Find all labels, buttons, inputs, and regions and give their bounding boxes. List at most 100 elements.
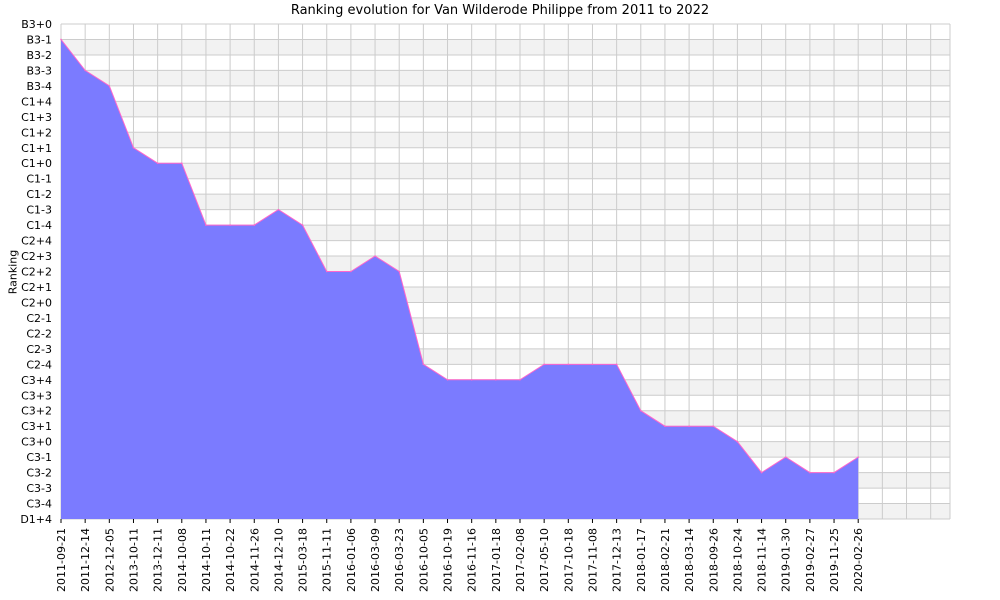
data-point <box>615 363 618 366</box>
x-tick-label: 2017-12-13 <box>611 528 624 592</box>
y-tick-label: C1-2 <box>26 188 52 201</box>
data-point <box>857 456 860 458</box>
x-tick-label: 2016-11-16 <box>466 528 479 592</box>
y-tick-label: C1+2 <box>21 126 52 139</box>
y-tick-label: C3-1 <box>26 451 52 464</box>
y-tick-label: C3-4 <box>26 498 52 511</box>
y-tick-label: C3-2 <box>26 467 52 480</box>
x-tick-label: 2017-10-18 <box>562 528 575 592</box>
data-point <box>639 409 642 412</box>
y-tick-labels: D1+4 C3-4 C3-3 C3-2 C3-1 C3+0 C3+1 C3+2 C3+3 C3+4… <box>20 18 52 526</box>
data-point <box>760 471 763 474</box>
data-point <box>374 255 376 257</box>
y-tick-label: C2-1 <box>26 312 52 325</box>
y-tick-label: C1+0 <box>21 157 52 170</box>
data-point <box>495 378 497 381</box>
y-tick-label: C3+2 <box>21 405 52 418</box>
x-tick-label: 2011-09-21 <box>55 528 68 592</box>
x-tick-label: 2013-10-11 <box>127 528 140 592</box>
data-point <box>205 224 207 226</box>
band <box>61 70 950 86</box>
x-tick-label: 2014-10-22 <box>224 528 237 592</box>
x-tick-label: 2011-12-14 <box>79 528 92 592</box>
data-point <box>325 270 328 273</box>
x-tick-label: 2014-10-11 <box>200 528 213 592</box>
x-tick-label: 2017-11-08 <box>586 528 599 592</box>
data-point <box>350 270 352 273</box>
x-tick-label: 2013-12-11 <box>152 528 165 592</box>
data-point <box>422 363 425 366</box>
data-point <box>108 85 111 87</box>
band <box>61 132 950 148</box>
data-point <box>712 425 715 427</box>
y-tick-label: C3-3 <box>26 482 52 495</box>
x-tick-label: 2020-02-26 <box>852 528 865 592</box>
data-point <box>60 38 62 41</box>
data-point <box>809 471 811 474</box>
data-point <box>301 224 304 226</box>
y-tick-label: C2+3 <box>21 250 52 263</box>
y-tick-label: B3-4 <box>26 80 52 93</box>
y-tick-label: B3-1 <box>26 33 52 46</box>
x-tick-label: 2019-01-30 <box>780 528 793 592</box>
y-tick-label: C2+1 <box>21 281 52 294</box>
data-point <box>446 378 449 381</box>
x-tick-label: 2019-11-25 <box>828 528 841 592</box>
band <box>61 163 950 179</box>
band <box>61 39 950 55</box>
y-tick-label: B3-3 <box>26 64 52 77</box>
y-tick-label: C1-1 <box>26 173 52 186</box>
area-fill <box>61 39 859 519</box>
y-tick-label: C2-2 <box>26 327 52 340</box>
y-tick-label: C2+0 <box>21 296 52 309</box>
data-point <box>398 270 401 273</box>
x-tick-label: 2016-03-23 <box>393 528 406 592</box>
x-tick-label: 2015-03-18 <box>297 528 310 592</box>
data-point <box>664 425 666 427</box>
y-tick-label: B3-2 <box>26 49 52 62</box>
x-tick-label: 2017-05-10 <box>538 528 551 592</box>
data-point <box>253 224 256 226</box>
y-tick-label: C3+3 <box>21 389 52 402</box>
data-point <box>833 471 835 474</box>
x-tick-label: 2018-10-24 <box>731 528 744 592</box>
x-tick-label: 2018-02-21 <box>659 528 672 592</box>
x-tick-label: 2016-01-06 <box>345 528 358 592</box>
y-tick-label: C2+4 <box>21 235 52 248</box>
data-point <box>156 162 159 165</box>
data-point <box>543 363 545 366</box>
y-tick-label: C1+4 <box>21 95 52 108</box>
x-tick-label: 2018-11-14 <box>756 528 769 592</box>
x-tick-label: 2016-10-19 <box>442 528 455 592</box>
data-point <box>591 363 594 366</box>
y-tick-label: D1+4 <box>20 513 52 526</box>
y-tick-label: B3+0 <box>21 18 52 31</box>
y-tick-label: C2-4 <box>26 358 52 371</box>
y-tick-label: C1+3 <box>21 111 52 124</box>
y-tick-label: C1-3 <box>26 204 52 217</box>
y-tick-label: C2+2 <box>21 266 52 279</box>
x-tick-label: 2015-11-11 <box>321 528 334 592</box>
data-point <box>519 378 521 381</box>
x-tick-label: 2016-10-05 <box>417 528 430 592</box>
data-point <box>470 378 473 381</box>
y-tick-label: C3+0 <box>21 436 52 449</box>
area-series <box>60 38 860 519</box>
x-tick-label: 2017-01-18 <box>490 528 503 592</box>
x-tick-label: 2016-03-09 <box>369 528 382 592</box>
data-point <box>784 456 787 458</box>
x-tick-label: 2012-12-05 <box>103 528 116 592</box>
data-point <box>229 224 231 226</box>
x-tick-label: 2018-03-14 <box>683 528 696 592</box>
x-tick-label: 2018-01-17 <box>635 528 648 592</box>
x-tick-label: 2014-12-10 <box>272 528 285 592</box>
data-point <box>84 69 86 72</box>
y-tick-label: C3+1 <box>21 420 52 433</box>
x-tick-label: 2017-02-08 <box>514 528 527 592</box>
x-tick-label: 2018-09-26 <box>707 528 720 592</box>
data-point <box>688 425 690 427</box>
data-point <box>180 162 183 165</box>
series-line <box>60 39 859 474</box>
y-tick-label: C1-4 <box>26 219 52 232</box>
